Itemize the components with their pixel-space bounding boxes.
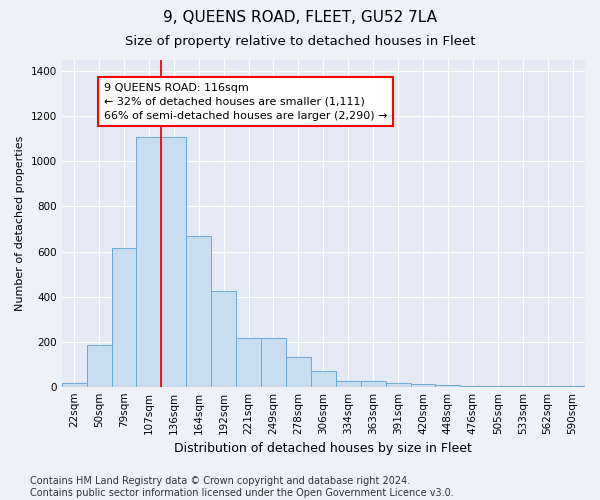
Bar	[161, 136, 186, 386]
Y-axis label: Number of detached properties: Number of detached properties	[15, 136, 25, 311]
Bar	[236, 338, 261, 386]
Bar	[436, 385, 460, 386]
Bar	[286, 358, 311, 386]
Text: Size of property relative to detached houses in Fleet: Size of property relative to detached ho…	[125, 35, 475, 48]
Bar	[186, 236, 211, 386]
Bar	[386, 382, 410, 386]
Bar	[211, 291, 236, 386]
Bar	[361, 381, 386, 386]
Bar	[311, 371, 336, 386]
Bar	[112, 248, 136, 386]
Bar	[336, 381, 361, 386]
Text: 9 QUEENS ROAD: 116sqm
← 32% of detached houses are smaller (1,111)
66% of semi-d: 9 QUEENS ROAD: 116sqm ← 32% of detached …	[104, 83, 387, 121]
Bar	[410, 384, 436, 386]
X-axis label: Distribution of detached houses by size in Fleet: Distribution of detached houses by size …	[175, 442, 472, 455]
Bar	[62, 384, 86, 386]
Text: 9, QUEENS ROAD, FLEET, GU52 7LA: 9, QUEENS ROAD, FLEET, GU52 7LA	[163, 10, 437, 25]
Bar	[136, 136, 161, 386]
Bar	[261, 338, 286, 386]
Bar	[86, 345, 112, 387]
Text: Contains HM Land Registry data © Crown copyright and database right 2024.
Contai: Contains HM Land Registry data © Crown c…	[30, 476, 454, 498]
